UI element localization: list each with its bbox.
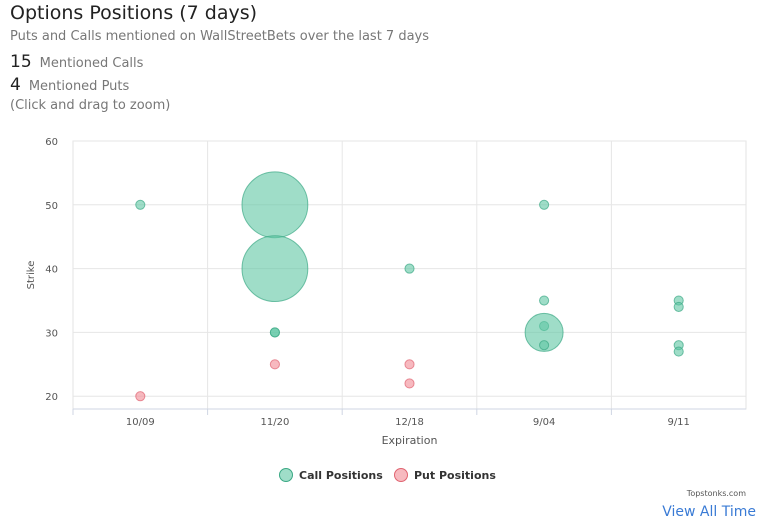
legend-marker[interactable] [394, 468, 408, 482]
x-tick-label: 11/20 [260, 417, 289, 428]
call-position-bubble[interactable] [539, 340, 550, 351]
legend-label[interactable]: Call Positions [299, 469, 383, 482]
y-axis-title: Strike [26, 261, 37, 290]
call-position-bubble[interactable] [135, 199, 146, 210]
call-position-bubble[interactable] [673, 301, 684, 312]
x-tick-label: 9/11 [667, 417, 689, 428]
puts-stat: 4 Mentioned Puts [10, 75, 129, 95]
call-position-bubble[interactable] [673, 346, 684, 357]
call-position-bubble[interactable] [241, 171, 309, 239]
call-position-bubble[interactable] [524, 312, 564, 352]
x-axis-title: Expiration [382, 434, 438, 447]
y-tick-label: 20 [45, 392, 58, 403]
call-position-bubble[interactable] [539, 295, 550, 306]
calls-stat: 15 Mentioned Calls [10, 52, 143, 72]
chart-subtitle: Puts and Calls mentioned on WallStreetBe… [10, 29, 430, 44]
y-tick-label: 60 [45, 137, 58, 148]
call-position-bubble[interactable] [404, 263, 415, 274]
legend-label[interactable]: Put Positions [414, 469, 496, 482]
y-tick-label: 30 [45, 328, 58, 339]
puts-count: 4 [10, 75, 21, 95]
x-tick-label: 10/09 [126, 417, 155, 428]
call-position-bubble[interactable] [241, 235, 309, 303]
calls-label: Mentioned Calls [39, 56, 144, 71]
bubble-chart[interactable]: 20 30 40 50 60 10/09 11/20 12/18 9/04 9/11 Expirat… [0, 125, 768, 485]
zoom-hint: (Click and drag to zoom) [10, 98, 171, 113]
view-all-time-link[interactable]: View All Time [662, 504, 756, 520]
put-position-bubble[interactable] [269, 359, 280, 370]
x-tick-label: 12/18 [395, 417, 424, 428]
call-position-bubble[interactable] [539, 199, 550, 210]
puts-label: Mentioned Puts [28, 79, 130, 94]
y-tick-label: 40 [45, 265, 58, 276]
legend-marker[interactable] [279, 468, 293, 482]
call-position-bubble[interactable] [269, 327, 280, 338]
put-position-bubble[interactable] [135, 391, 146, 402]
put-position-bubble[interactable] [404, 359, 415, 370]
x-tick-label: 9/04 [533, 417, 555, 428]
put-position-bubble[interactable] [404, 378, 415, 389]
chart-title: Options Positions (7 days) [10, 2, 258, 24]
calls-count: 15 [10, 52, 32, 72]
y-tick-label: 50 [45, 201, 58, 212]
credits-text[interactable]: Topstonks.com [686, 489, 746, 498]
